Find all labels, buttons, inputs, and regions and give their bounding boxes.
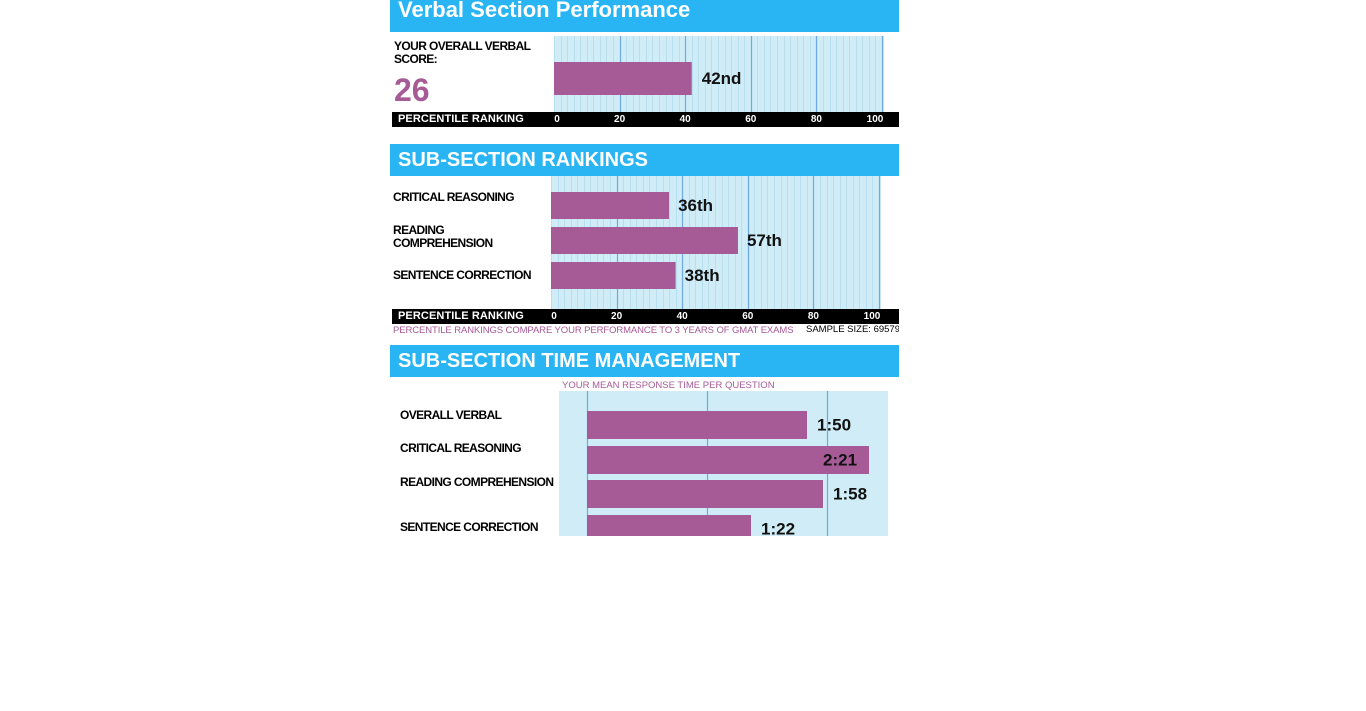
data-label-critical-reasoning: 36th bbox=[678, 196, 713, 215]
bar-sentence-correction bbox=[551, 262, 676, 289]
time-chart-svg: 1:50 2:21 1:58 1:22 bbox=[586, 391, 869, 537]
ranking-note: PERCENTILE RANKINGS COMPARE YOUR PERFORM… bbox=[393, 325, 794, 336]
axis-tick-80: 80 bbox=[810, 114, 822, 125]
axis-tick-40: 40 bbox=[676, 311, 688, 322]
sample-size: SAMPLE SIZE: 69579 bbox=[806, 324, 899, 335]
category-label-overall-verbal: OVERALL VERBAL bbox=[400, 408, 502, 422]
axis-tick-80: 80 bbox=[807, 311, 819, 322]
rankings-percentile-axis: PERCENTILE RANKING 0 20 40 60 80 100 bbox=[392, 309, 899, 324]
bar-critical-reasoning bbox=[551, 192, 670, 219]
bar-critical-reasoning bbox=[587, 446, 869, 474]
axis-title: PERCENTILE RANKING bbox=[398, 113, 524, 125]
axis-tick-100: 100 bbox=[866, 114, 884, 125]
axis-tick-60: 60 bbox=[742, 311, 754, 322]
rankings-chart-svg: 36th 57th 38th bbox=[551, 176, 881, 309]
time-management-chart: 1:50 2:21 1:58 1:22 bbox=[559, 391, 888, 536]
data-label-reading-comprehension: 1:58 bbox=[833, 485, 867, 504]
category-label-sentence-correction: SENTENCE CORRECTION bbox=[393, 268, 532, 282]
overall-percentile-chart: 42nd bbox=[554, 36, 884, 112]
overall-score-label: YOUR OVERALL VERBAL SCORE: bbox=[394, 39, 531, 66]
overall-chart-svg: 42nd bbox=[554, 36, 884, 112]
bar-sentence-correction bbox=[587, 515, 751, 536]
category-label-sentence-correction: SENTENCE CORRECTION bbox=[400, 520, 539, 534]
data-label-sentence-correction: 38th bbox=[685, 266, 720, 285]
subsection-rankings-header: SUB-SECTION RANKINGS bbox=[390, 144, 899, 176]
axis-tick-60: 60 bbox=[745, 114, 757, 125]
axis-tick-0: 0 bbox=[551, 311, 557, 322]
axis-title: PERCENTILE RANKING bbox=[398, 310, 524, 322]
bar-overall-verbal bbox=[587, 411, 807, 439]
data-label-critical-reasoning: 2:21 bbox=[823, 451, 857, 470]
bar-reading-comprehension bbox=[587, 480, 823, 508]
category-label-reading-comprehension: READING COMPREHENSION bbox=[393, 223, 493, 250]
category-label-critical-reasoning: CRITICAL REASONING bbox=[400, 441, 522, 455]
axis-tick-40: 40 bbox=[679, 114, 691, 125]
axis-tick-20: 20 bbox=[614, 114, 626, 125]
category-label-reading-comprehension: READING COMPREHENSION bbox=[400, 475, 554, 489]
report-title: Verbal Section Performance bbox=[390, 0, 899, 32]
overall-score-value: 26 bbox=[394, 72, 430, 108]
data-label-overall-percentile: 42nd bbox=[702, 69, 742, 88]
data-label-overall-verbal: 1:50 bbox=[817, 416, 851, 435]
category-label-critical-reasoning: CRITICAL REASONING bbox=[393, 190, 515, 204]
bar-reading-comprehension bbox=[551, 227, 738, 254]
time-chart-subtitle: YOUR MEAN RESPONSE TIME PER QUESTION bbox=[562, 380, 775, 391]
axis-tick-100: 100 bbox=[863, 311, 881, 322]
data-label-reading-comprehension: 57th bbox=[747, 231, 782, 250]
axis-tick-0: 0 bbox=[554, 114, 560, 125]
subsection-rankings-chart: 36th 57th 38th bbox=[551, 176, 881, 309]
data-label-sentence-correction: 1:22 bbox=[761, 520, 795, 537]
time-management-header: SUB-SECTION TIME MANAGEMENT bbox=[390, 345, 899, 377]
axis-tick-20: 20 bbox=[611, 311, 623, 322]
bar-overall-percentile bbox=[554, 62, 692, 95]
overall-percentile-axis: PERCENTILE RANKING 0 20 40 60 80 100 bbox=[392, 112, 899, 127]
